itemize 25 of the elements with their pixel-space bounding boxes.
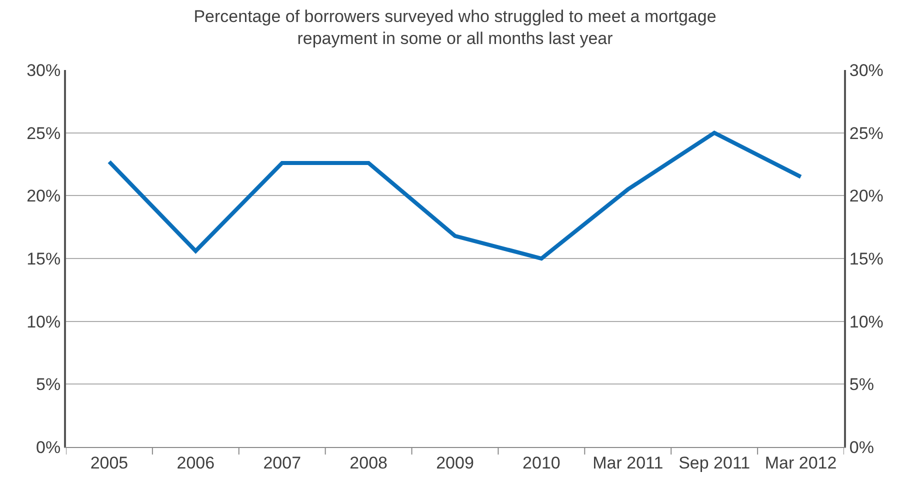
- x-tick-label: Sep 2011: [678, 453, 750, 472]
- y-tick-label: 15%: [26, 249, 61, 268]
- x-tick-label: 2009: [436, 453, 474, 472]
- y2-tick-label: 15%: [849, 249, 884, 268]
- x-tick-label: 2005: [90, 453, 128, 472]
- chart-title: Percentage of borrowers surveyed who struggled to meet a mortgage repayment in some or all months last year: [194, 7, 716, 48]
- y2-tick-label: 5%: [849, 375, 874, 394]
- y-tick-label: 0%: [36, 438, 61, 457]
- y-tick-label: 20%: [26, 186, 61, 206]
- y2-tick-label: 20%: [849, 186, 884, 206]
- x-tick-label: Mar 2011: [592, 453, 664, 472]
- y2-tick-label: 10%: [849, 312, 884, 332]
- y-tick-label: 30%: [26, 60, 61, 80]
- y-tick-label: 10%: [26, 312, 61, 332]
- y2-tick-label: 25%: [849, 124, 884, 143]
- line-series: [107, 130, 803, 260]
- x-tick-label: Mar 2012: [764, 453, 837, 472]
- y-tick-label: 25%: [26, 124, 61, 143]
- x-tick-label: 2010: [522, 453, 560, 472]
- x-tick-label: 2008: [350, 453, 388, 472]
- y2-tick-label: 0%: [849, 438, 874, 457]
- x-tick-label: 2007: [263, 453, 302, 472]
- y2-tick-label: 30%: [849, 60, 884, 80]
- x-tick-label: 2006: [176, 453, 215, 472]
- y-tick-label: 5%: [36, 375, 61, 394]
